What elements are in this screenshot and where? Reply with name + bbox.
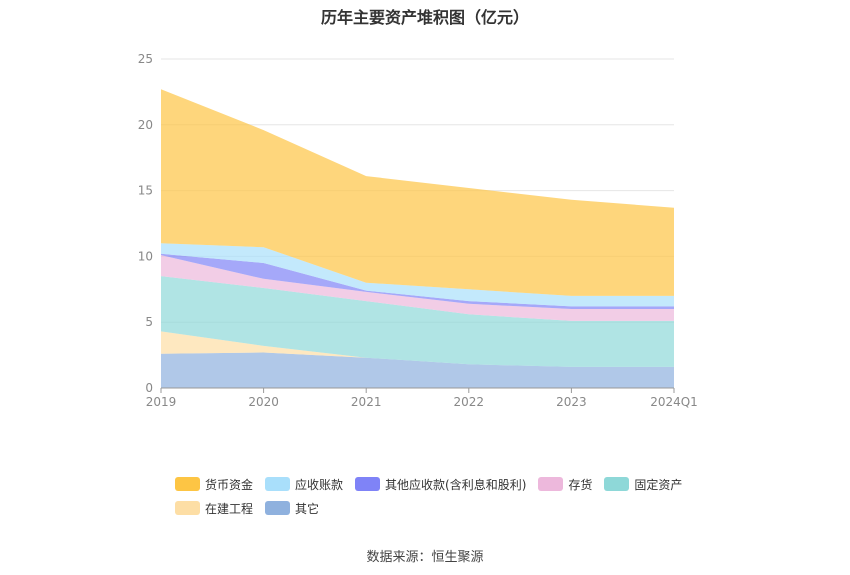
area-series-其它 <box>161 352 674 388</box>
x-tick-label: 2024Q1 <box>650 395 698 409</box>
legend-item[interactable]: 应收账款 <box>265 476 343 493</box>
legend: 货币资金 应收账款 其他应收款(含利息和股利) 存货 固定资产 在建工程 其它 <box>175 472 735 520</box>
y-tick-label: 25 <box>138 52 153 66</box>
y-tick-label: 10 <box>138 249 153 263</box>
area-series-存货 <box>161 255 674 321</box>
y-tick-label: 0 <box>145 381 153 395</box>
legend-swatch <box>175 477 200 491</box>
legend-swatch <box>265 501 291 515</box>
legend-item[interactable]: 其它 <box>265 500 319 517</box>
legend-swatch <box>175 501 200 515</box>
legend-label: 固定资产 <box>634 477 683 492</box>
area-series-其他应收款(含利息和股利) <box>161 253 674 309</box>
x-tick-label: 2023 <box>556 395 587 409</box>
area-series-在建工程 <box>161 331 674 367</box>
legend-item[interactable]: 存货 <box>538 476 592 493</box>
legend-label: 其他应收款(含利息和股利) <box>385 477 527 492</box>
area-series-layer <box>161 89 674 388</box>
legend-row-2: 在建工程 其它 <box>175 496 735 520</box>
y-tick-label: 5 <box>145 315 153 329</box>
y-tick-label: 20 <box>138 118 153 132</box>
axes: 0 5 10 15 20 25 2019 2020 2021 2022 2023 2024Q1 <box>138 52 698 409</box>
legend-label: 应收账款 <box>295 477 344 492</box>
source-note: 数据来源：恒生聚源 <box>366 550 484 565</box>
legend-row-1: 货币资金 应收账款 其他应收款(含利息和股利) 存货 固定资产 <box>175 472 735 496</box>
x-tick-label: 2022 <box>454 395 485 409</box>
x-tick-label: 2020 <box>248 395 279 409</box>
legend-item[interactable]: 其他应收款(含利息和股利) <box>355 476 526 493</box>
legend-item[interactable]: 货币资金 <box>175 476 253 493</box>
legend-label: 在建工程 <box>205 501 254 516</box>
legend-swatch <box>538 477 564 491</box>
chart-title: 历年主要资产堆积图（亿元） <box>320 8 529 27</box>
legend-swatch <box>265 477 291 491</box>
y-tick-label: 15 <box>138 184 153 198</box>
area-series-固定资产 <box>161 276 674 367</box>
legend-label: 其它 <box>295 501 320 516</box>
legend-label: 货币资金 <box>205 477 254 492</box>
legend-label: 存货 <box>568 477 593 492</box>
x-tick-label: 2019 <box>146 395 177 409</box>
x-tick-label: 2021 <box>351 395 382 409</box>
legend-item[interactable]: 固定资产 <box>604 476 682 493</box>
legend-item[interactable]: 在建工程 <box>175 500 253 517</box>
legend-swatch <box>604 477 630 491</box>
legend-swatch <box>355 477 381 491</box>
area-series-应收账款 <box>161 243 674 307</box>
area-series-货币资金 <box>161 89 674 296</box>
